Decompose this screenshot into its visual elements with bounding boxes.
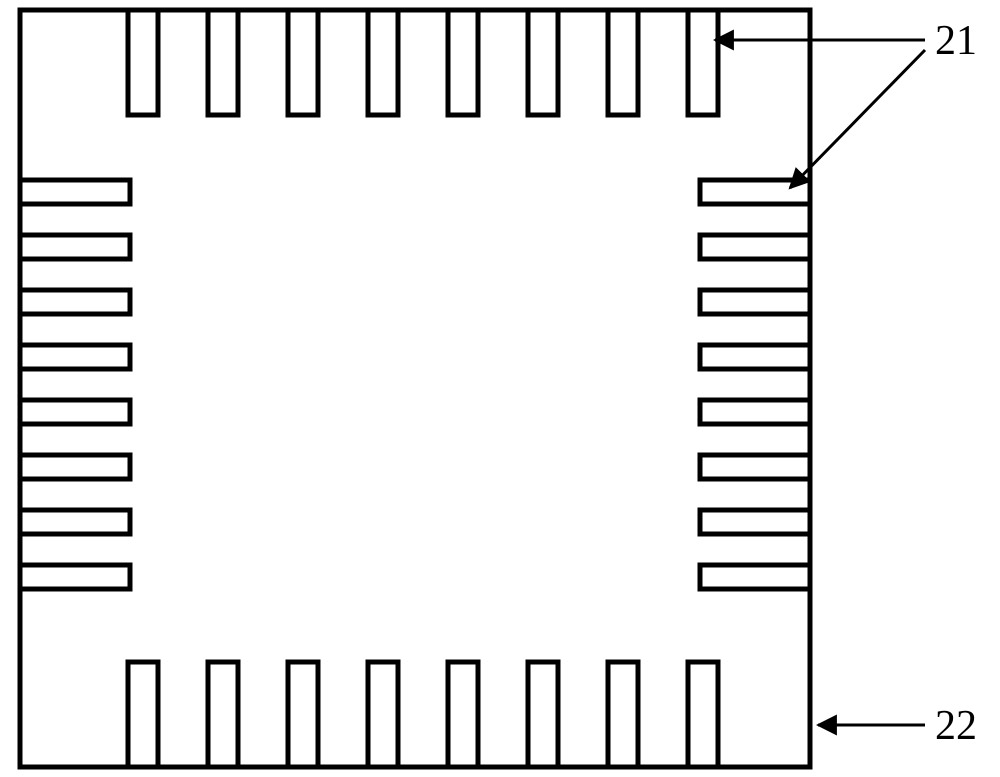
pin-top (368, 10, 398, 115)
pin-left (20, 180, 130, 204)
pin-top (448, 10, 478, 115)
pin-bottom (688, 662, 718, 767)
pin-right (700, 455, 810, 479)
pin-top (208, 10, 238, 115)
pin-left (20, 400, 130, 424)
pin-right (700, 345, 810, 369)
pin-right (700, 565, 810, 589)
pin-right (700, 235, 810, 259)
pin-bottom (208, 662, 238, 767)
diagram-stage: 21 22 (0, 0, 1000, 777)
pin-bottom (448, 662, 478, 767)
pin-top (608, 10, 638, 115)
annotation-21-label: 21 (935, 20, 977, 62)
annotation-22-label: 22 (935, 705, 977, 747)
diagram-svg (0, 0, 1000, 777)
pin-left (20, 510, 130, 534)
pin-left (20, 455, 130, 479)
pin-top (688, 10, 718, 115)
pin-bottom (288, 662, 318, 767)
pin-left (20, 565, 130, 589)
pin-top (128, 10, 158, 115)
pin-left (20, 235, 130, 259)
pin-top (528, 10, 558, 115)
pin-left (20, 290, 130, 314)
pin-right (700, 400, 810, 424)
pin-right (700, 510, 810, 534)
pin-left (20, 345, 130, 369)
pin-right (700, 290, 810, 314)
package-outline (20, 10, 810, 767)
pin-bottom (368, 662, 398, 767)
pin-bottom (608, 662, 638, 767)
pin-bottom (528, 662, 558, 767)
pin-bottom (128, 662, 158, 767)
pin-top (288, 10, 318, 115)
